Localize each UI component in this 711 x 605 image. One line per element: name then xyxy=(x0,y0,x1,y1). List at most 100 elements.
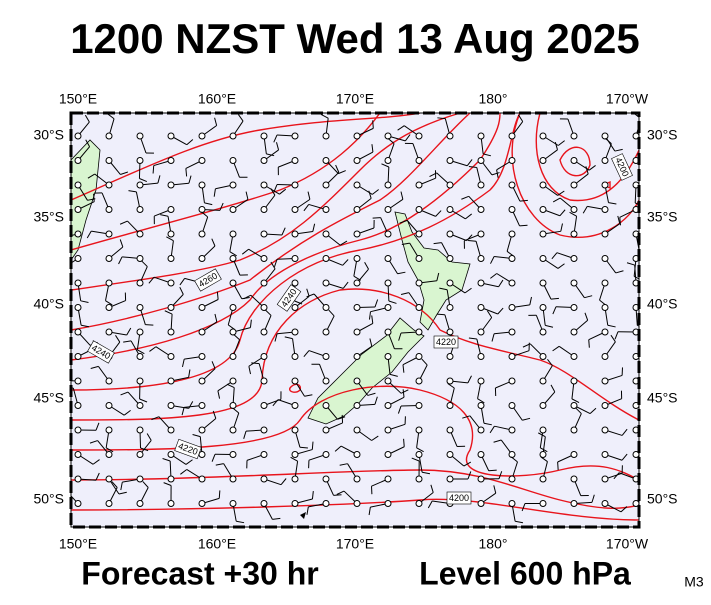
barb-station xyxy=(478,182,484,188)
barb-station xyxy=(602,354,608,360)
barb-station xyxy=(261,501,267,507)
barb-station xyxy=(478,280,484,286)
barb-station xyxy=(571,231,577,237)
barb-station xyxy=(199,501,205,507)
barb-station xyxy=(323,158,329,164)
barb-station xyxy=(168,182,174,188)
barb-station xyxy=(385,501,391,507)
barb-station xyxy=(106,501,112,507)
barb-station xyxy=(230,476,236,482)
barb-station xyxy=(75,305,81,311)
barb-station xyxy=(261,305,267,311)
barb-station xyxy=(323,231,329,237)
barb-station xyxy=(75,378,81,384)
barb-station xyxy=(385,329,391,335)
barb-station xyxy=(478,133,484,139)
barb-station xyxy=(168,256,174,262)
barb-station xyxy=(323,305,329,311)
barb-station xyxy=(540,133,546,139)
barb-station xyxy=(137,207,143,213)
barb-station xyxy=(168,280,174,286)
barb-station xyxy=(137,182,143,188)
barb-station xyxy=(199,133,205,139)
barb-station xyxy=(416,427,422,433)
barb-station xyxy=(292,231,298,237)
barb-feather xyxy=(59,238,60,246)
barb-station xyxy=(354,133,360,139)
barb-station xyxy=(447,280,453,286)
barb-station xyxy=(75,280,81,286)
barb-station xyxy=(602,476,608,482)
barb-station xyxy=(168,305,174,311)
model-label: M3 xyxy=(684,574,704,590)
barb-station xyxy=(168,476,174,482)
barb-station xyxy=(509,280,515,286)
barb-station xyxy=(168,207,174,213)
barb-station xyxy=(199,476,205,482)
barb-station xyxy=(602,280,608,286)
barb-station xyxy=(323,256,329,262)
barb-station xyxy=(137,354,143,360)
barb-station xyxy=(137,158,143,164)
barb-station xyxy=(261,329,267,335)
barb-station xyxy=(385,256,391,262)
barb-station xyxy=(385,403,391,409)
barb-station xyxy=(292,452,298,458)
barb-station xyxy=(385,476,391,482)
barb-station xyxy=(199,207,205,213)
barb-station xyxy=(478,403,484,409)
barb-station xyxy=(509,354,515,360)
barb-feather xyxy=(404,439,405,447)
barb-station xyxy=(478,354,484,360)
barb-station xyxy=(292,378,298,384)
barb-station xyxy=(199,403,205,409)
barb-station xyxy=(168,231,174,237)
barb-station xyxy=(385,207,391,213)
barb-station xyxy=(509,452,515,458)
barb-station xyxy=(75,256,81,262)
latitude-label: 45°S xyxy=(33,390,64,406)
barb-station xyxy=(323,207,329,213)
barb-station xyxy=(323,427,329,433)
barb-feather xyxy=(334,495,342,496)
barb-station xyxy=(292,476,298,482)
barb-station xyxy=(323,354,329,360)
barb-station xyxy=(354,378,360,384)
latitude-label: 40°S xyxy=(33,296,64,312)
barb-feather xyxy=(654,421,656,429)
barb-station xyxy=(447,452,453,458)
barb-station xyxy=(354,207,360,213)
barb-station xyxy=(509,158,515,164)
barb-station xyxy=(137,378,143,384)
barb-station xyxy=(106,305,112,311)
latitude-label: 40°S xyxy=(647,296,678,312)
barb-feather xyxy=(57,380,60,387)
barb-station xyxy=(323,452,329,458)
barb-station xyxy=(75,207,81,213)
barb-station xyxy=(540,305,546,311)
barb-station xyxy=(509,427,515,433)
barb-station xyxy=(75,158,81,164)
barb-station xyxy=(230,378,236,384)
barb-station xyxy=(509,329,515,335)
barb-station xyxy=(540,207,546,213)
barb-station xyxy=(416,329,422,335)
barb-station xyxy=(168,452,174,458)
longitude-label: 170°E xyxy=(336,536,374,552)
barb-station xyxy=(509,476,515,482)
barb-station xyxy=(137,452,143,458)
latitude-label: 30°S xyxy=(647,127,678,143)
barb-station xyxy=(478,158,484,164)
barb-station xyxy=(137,256,143,262)
contour-label: 4200 xyxy=(447,492,471,504)
barb-station xyxy=(416,378,422,384)
barb-feather xyxy=(654,445,656,453)
barb-station xyxy=(75,354,81,360)
barb-station xyxy=(261,476,267,482)
barb-station xyxy=(168,501,174,507)
barb-station xyxy=(75,231,81,237)
barb-station xyxy=(571,305,577,311)
barb-station xyxy=(447,403,453,409)
barb-station xyxy=(540,378,546,384)
